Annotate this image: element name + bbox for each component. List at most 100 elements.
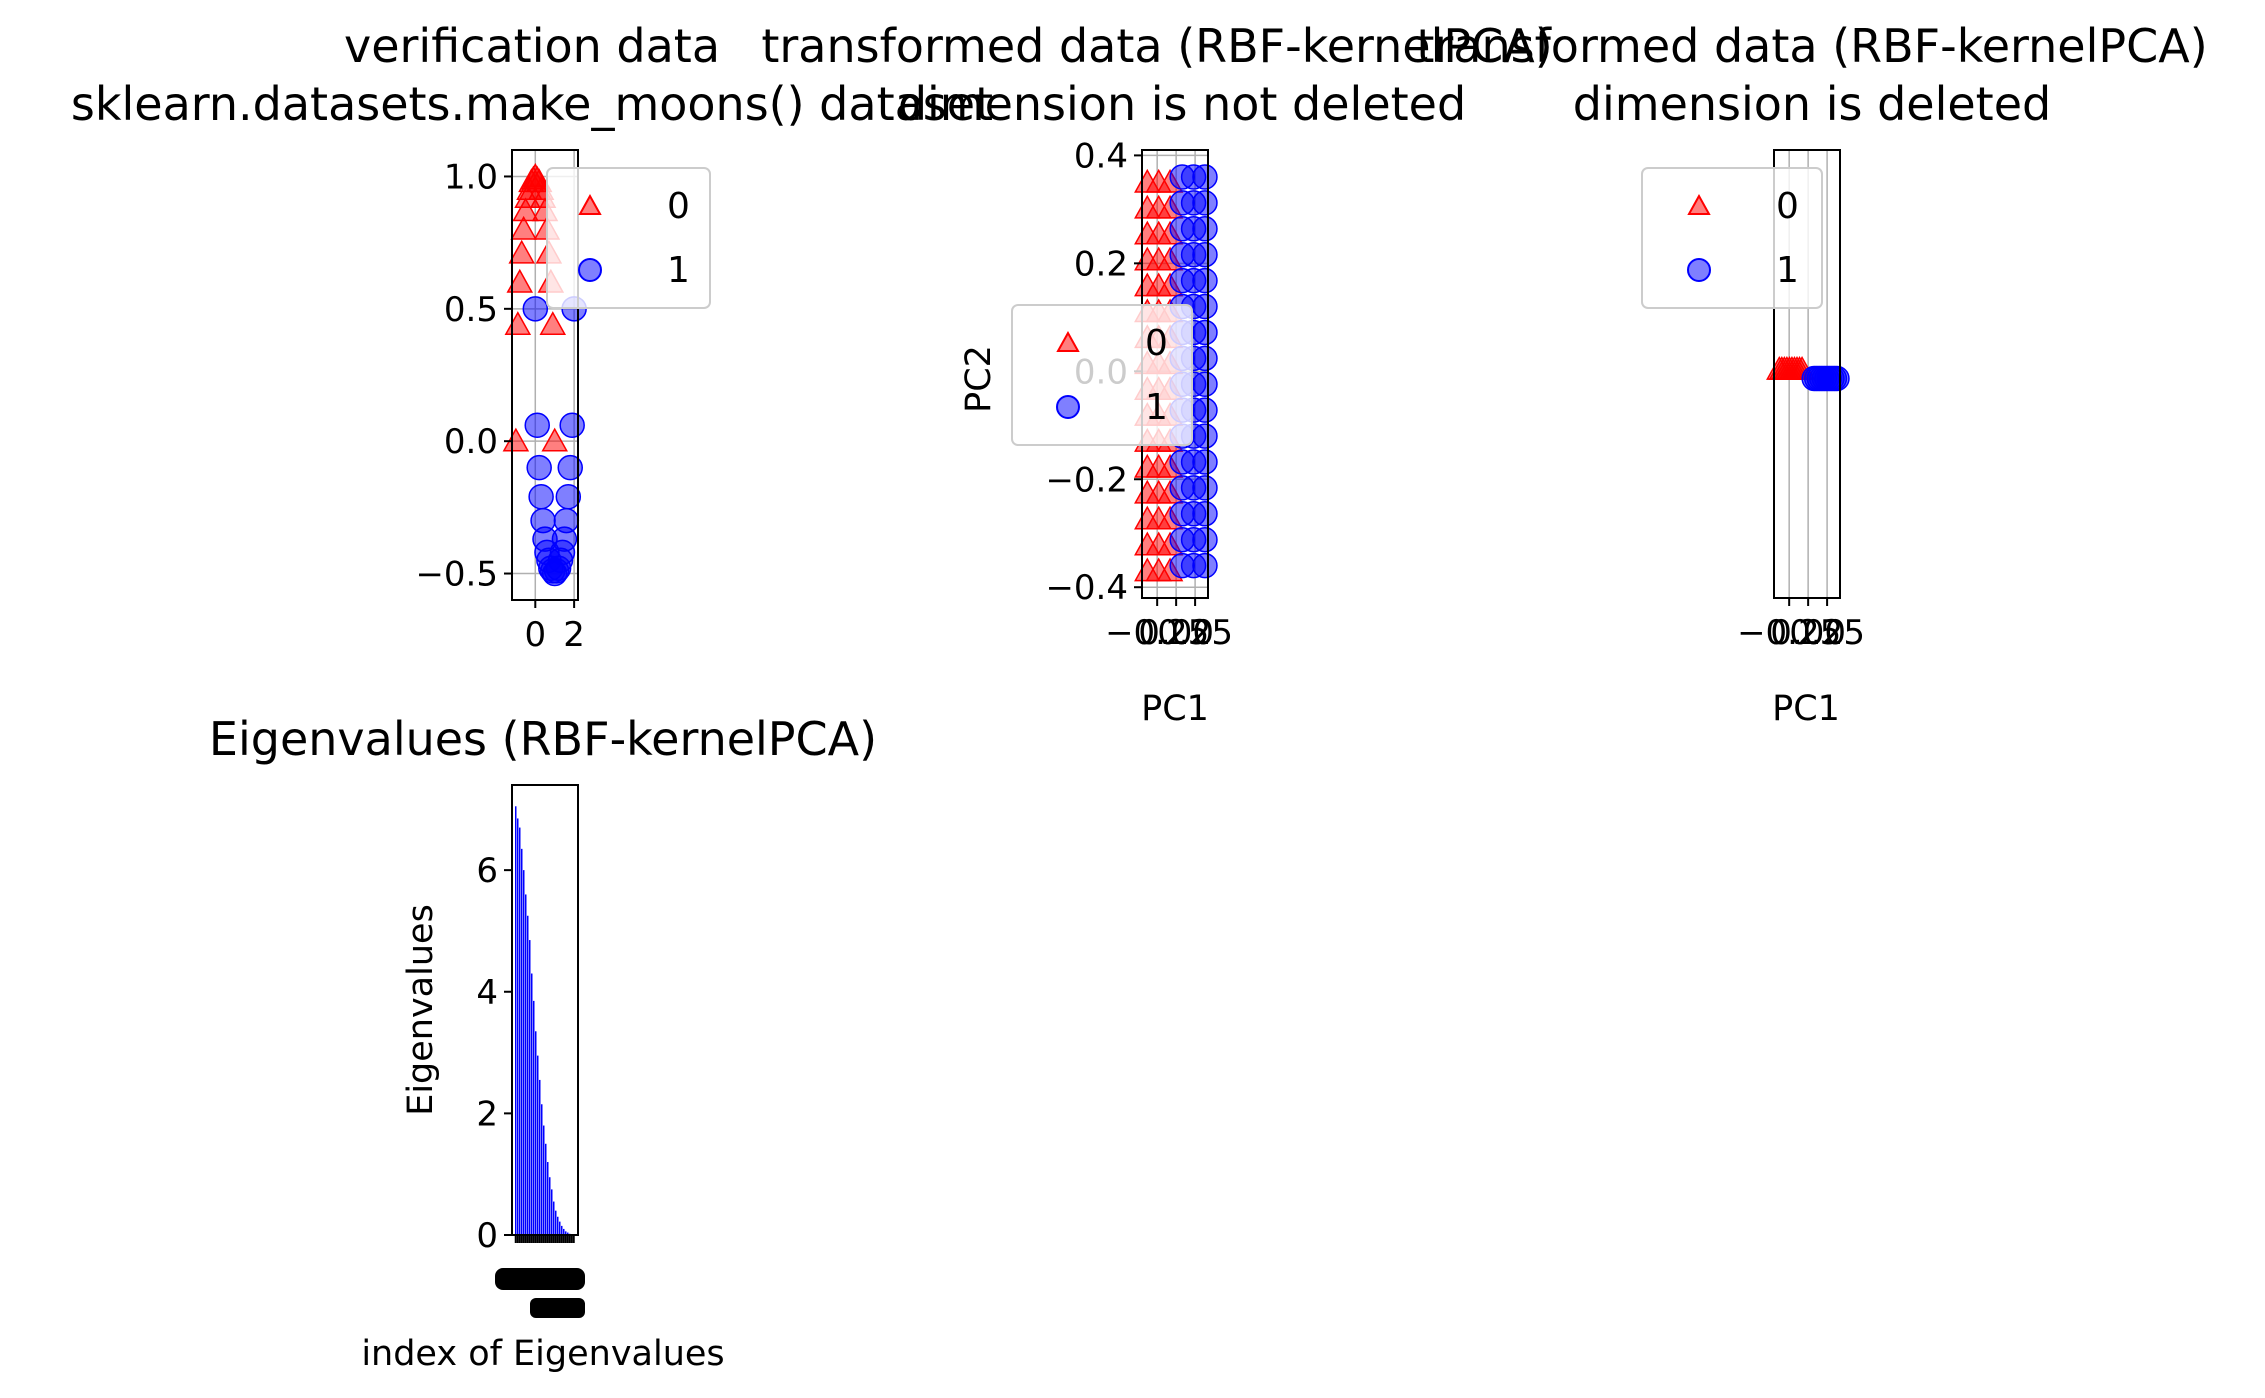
subplot1-point-class1 xyxy=(553,507,580,534)
subplot4-bar xyxy=(531,973,533,1235)
subplot3-title-line2: dimension is deleted xyxy=(1573,77,2051,131)
subplot4-ylabel: Eigenvalues xyxy=(401,904,441,1116)
subplot4-xlabel: index of Eigenvalues xyxy=(361,1334,724,1374)
subplot1-title-line2: sklearn.datasets.make_moons() dataset xyxy=(71,77,993,131)
subplot4-bar xyxy=(559,1221,561,1235)
subplot4-bar xyxy=(515,806,517,1235)
subplot2-point-class1 xyxy=(1192,241,1218,268)
subplot3-title-line1: transformed data (RBF-kernelPCA) xyxy=(1416,19,2207,73)
subplot2-legend-label-1: 1 xyxy=(1145,387,1168,428)
subplot3-point-class1 xyxy=(1824,365,1850,392)
subplot4-ytick-label: 0 xyxy=(476,1216,498,1256)
subplot2-legend: 0 1 xyxy=(1011,304,1193,446)
subplot2-point-class1 xyxy=(1192,267,1218,294)
subplot3-legend-box xyxy=(1641,167,1823,309)
subplot-eigenvalues: Eigenvalues (RBF-kernelPCA) 0 2 4 6 index o… xyxy=(209,712,877,1374)
subplot4-bar xyxy=(529,940,531,1235)
subplot4-bar xyxy=(519,827,521,1235)
subplot4-ytick-label: 6 xyxy=(476,851,498,891)
subplot4-ytick-label: 4 xyxy=(476,973,498,1013)
subplot3-ticks: −0.250.000.25 xyxy=(1737,598,1865,653)
subplot2-point-class1 xyxy=(1192,423,1218,449)
subplot1-point-class1 xyxy=(557,454,583,481)
subplot1-point-class1 xyxy=(522,296,549,322)
subplot2-legend-triangle-marker xyxy=(1056,330,1080,352)
subplot1-xtick-label: 0 xyxy=(524,615,546,655)
subplot1-legend-circle-marker xyxy=(578,258,602,282)
subplot3-xtick-label: 0.25 xyxy=(1789,613,1865,653)
subplot4-bar xyxy=(555,1210,557,1235)
subplot1-legend-label-0: 0 xyxy=(667,186,690,227)
subplot4-title: Eigenvalues (RBF-kernelPCA) xyxy=(209,712,877,766)
subplot4-bar xyxy=(527,915,529,1235)
subplot1-point-class0 xyxy=(539,311,567,336)
subplot3-xtick-label: −0.25 xyxy=(1737,613,1841,653)
subplot2-point-class1 xyxy=(1192,190,1218,216)
subplot1-ytick-label: −0.5 xyxy=(415,555,498,595)
subplot1-ytick-label: 0.5 xyxy=(444,290,498,330)
subplot1-point-class1 xyxy=(555,484,582,510)
subplot1-title-line1: verification data xyxy=(344,19,720,73)
subplot1-point-class0 xyxy=(510,215,537,240)
subplot3-xlabel: PC1 xyxy=(1772,689,1840,729)
subplot1-point-class0 xyxy=(508,239,535,264)
subplot2-ytick-label: 0.4 xyxy=(1074,136,1128,176)
subplot-transformed-not-deleted: transformed data (RBF-kernelPCA) dimensi… xyxy=(761,19,1552,729)
subplot-transformed-deleted: transformed data (RBF-kernelPCA) dimensi… xyxy=(1416,19,2207,729)
subplot2-ytick-label: −0.4 xyxy=(1045,568,1128,608)
subplot2-title-line1: transformed data (RBF-kernelPCA) xyxy=(761,19,1552,73)
subplot4-xtick-labels-overlap xyxy=(530,1298,585,1318)
subplot4-ticks: 0 2 4 6 xyxy=(476,851,585,1318)
subplot2-point-class1 xyxy=(1192,397,1218,423)
subplot4-bar xyxy=(557,1216,559,1235)
subplot4-bar xyxy=(545,1143,547,1235)
subplot3-legend: 0 1 xyxy=(1641,167,1823,309)
subplot-verification: verification data sklearn.datasets.make_… xyxy=(71,19,993,655)
subplot2-point-class1 xyxy=(1192,319,1218,346)
subplot1-axes-frame xyxy=(511,149,579,601)
subplot2-point-class1 xyxy=(1192,293,1218,320)
subplot2-point-class1 xyxy=(1192,449,1218,475)
subplot4-bar xyxy=(521,848,523,1235)
subplot1-ticks: −0.5 0.0 0.5 1.0 0 2 xyxy=(415,157,585,655)
subplot2-ytick-label: 0.2 xyxy=(1074,244,1128,284)
subplot4-bar xyxy=(539,1079,541,1235)
subplot4-bar xyxy=(533,1000,535,1235)
subplot2-point-class1 xyxy=(1192,501,1218,527)
subplot2-point-class1 xyxy=(1192,216,1218,242)
subplot2-point-class1 xyxy=(1192,552,1218,579)
subplot4-bar xyxy=(543,1125,545,1235)
subplot1-point-class1 xyxy=(528,484,554,510)
subplot1-point-class1 xyxy=(526,454,552,481)
subplot1-point-class0 xyxy=(541,427,568,452)
subplot3-xtick-label: 0.00 xyxy=(1770,613,1846,653)
subplot3-legend-triangle-marker xyxy=(1687,193,1711,215)
subplot1-legend: 0 1 xyxy=(546,167,711,309)
subplot4-bar xyxy=(547,1162,549,1235)
subplot3-legend-label-0: 0 xyxy=(1776,186,1799,227)
subplot1-point-class1 xyxy=(524,412,550,439)
subplot1-ytick-label: 0.0 xyxy=(444,422,498,462)
subplot2-legend-label-0: 0 xyxy=(1145,323,1168,364)
subplot2-ylabel: PC2 xyxy=(959,345,999,413)
subplot2-title-line2: dimension is not deleted xyxy=(898,77,1466,131)
subplot2-ytick-label: −0.2 xyxy=(1045,460,1128,500)
subplot2-point-class1 xyxy=(1192,164,1218,190)
subplot2-xtick-label: 0.00 xyxy=(1138,613,1214,653)
subplot4-bar xyxy=(535,1031,537,1235)
subplot4-bar xyxy=(549,1177,551,1235)
subplot4-bar xyxy=(537,1055,539,1235)
subplot4-bar xyxy=(565,1231,567,1235)
subplot2-point-class1 xyxy=(1192,371,1218,398)
subplot1-ytick-label: 1.0 xyxy=(444,157,498,197)
subplot3-legend-label-1: 1 xyxy=(1776,250,1799,291)
subplot4-bar xyxy=(553,1201,555,1235)
subplot4-bar xyxy=(517,818,519,1235)
subplot4-bar xyxy=(523,870,525,1235)
subplot2-point-class1 xyxy=(1192,475,1218,501)
subplot4-bar xyxy=(551,1189,553,1235)
subplot2-xtick-label: −0.25 xyxy=(1105,613,1209,653)
subplot4-bar xyxy=(563,1228,565,1235)
subplot4-bar xyxy=(567,1232,569,1235)
